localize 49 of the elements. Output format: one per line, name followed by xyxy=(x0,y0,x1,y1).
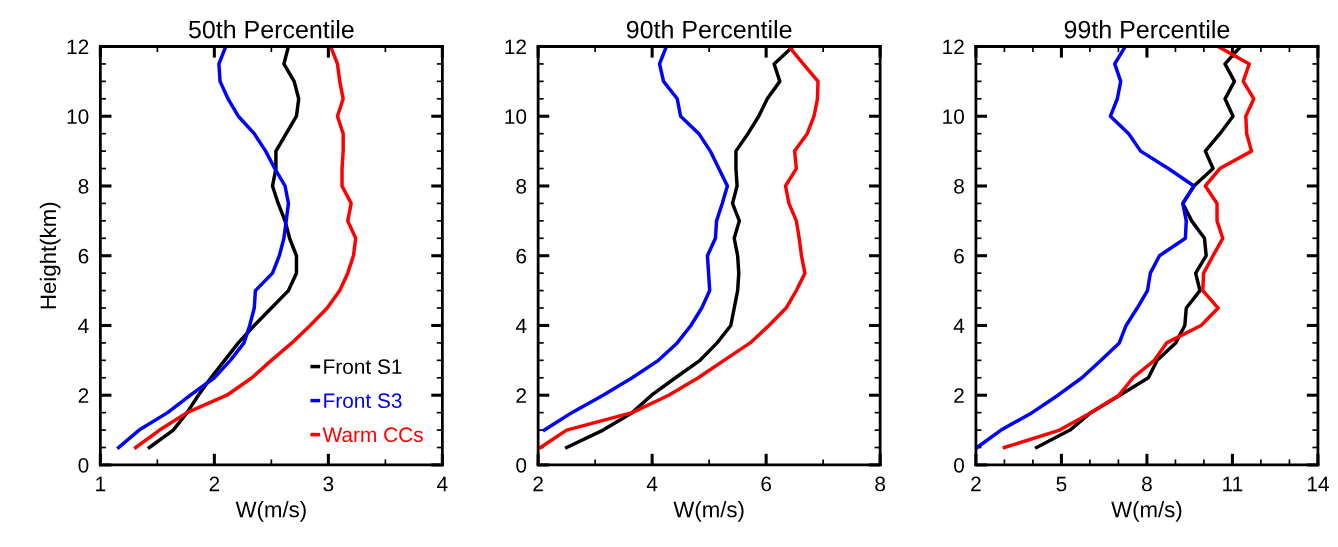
y-tick-label: 4 xyxy=(78,318,89,334)
x-tick-label: 5 xyxy=(1056,476,1067,492)
x-tick-label: 2 xyxy=(971,476,981,492)
y-tick-label: 8 xyxy=(78,178,89,194)
x-tick-label: 4 xyxy=(646,476,658,492)
chart-title: 99th Percentile xyxy=(1064,20,1230,39)
x-axis-title: W(m/s) xyxy=(235,501,306,522)
legend-label: Front S3 xyxy=(324,393,402,409)
x-axis-title: W(m/s) xyxy=(1111,501,1182,522)
x-tick-label: 11 xyxy=(1223,476,1243,492)
chart-title: 90th Percentile xyxy=(626,20,792,39)
y-tick-label: 4 xyxy=(953,318,965,334)
y-tick-label: 8 xyxy=(516,178,527,194)
y-tick-label: 2 xyxy=(516,388,526,403)
line-series xyxy=(975,46,1196,450)
line-series xyxy=(538,46,820,450)
line-series xyxy=(116,46,291,450)
legend-label: Warm CCs xyxy=(322,427,423,443)
x-tick-label: 14 xyxy=(1307,476,1329,492)
y-tick-label: 12 xyxy=(505,39,526,55)
line-series xyxy=(542,46,730,432)
x-tick-label: 8 xyxy=(1142,476,1152,492)
y-tick-label: 6 xyxy=(954,248,964,264)
y-tick-label: 4 xyxy=(515,318,527,334)
x-tick-label: 4 xyxy=(437,476,448,492)
x-axis-title: W(m/s) xyxy=(673,501,744,522)
y-tick-label: 2 xyxy=(78,388,89,403)
y-tick-label: 6 xyxy=(516,248,527,264)
y-tick-label: 12 xyxy=(943,39,964,55)
x-tick-label: 2 xyxy=(209,476,220,492)
y-tick-label: 6 xyxy=(78,248,89,264)
y-tick-label: 10 xyxy=(67,109,89,124)
y-tick-label: 12 xyxy=(67,39,89,55)
x-tick-label: 1 xyxy=(96,476,106,492)
y-tick-label: 0 xyxy=(78,457,89,473)
y-tick-label: 2 xyxy=(954,388,964,403)
x-tick-label: 6 xyxy=(761,476,772,492)
x-tick-label: 3 xyxy=(323,476,334,492)
y-tick-label: 8 xyxy=(954,178,964,194)
x-tick-label: 8 xyxy=(875,476,886,492)
legend-label: Front S1 xyxy=(324,359,402,375)
y-tick-label: 10 xyxy=(505,109,527,124)
line-series xyxy=(1002,46,1256,450)
chart-title: 50th Percentile xyxy=(188,20,354,39)
y-tick-label: 10 xyxy=(943,109,964,124)
y-tick-label: 0 xyxy=(954,457,964,473)
x-tick-label: 2 xyxy=(533,476,543,492)
y-tick-label: 0 xyxy=(516,457,527,473)
y-axis-title: Height(km) xyxy=(39,202,61,309)
